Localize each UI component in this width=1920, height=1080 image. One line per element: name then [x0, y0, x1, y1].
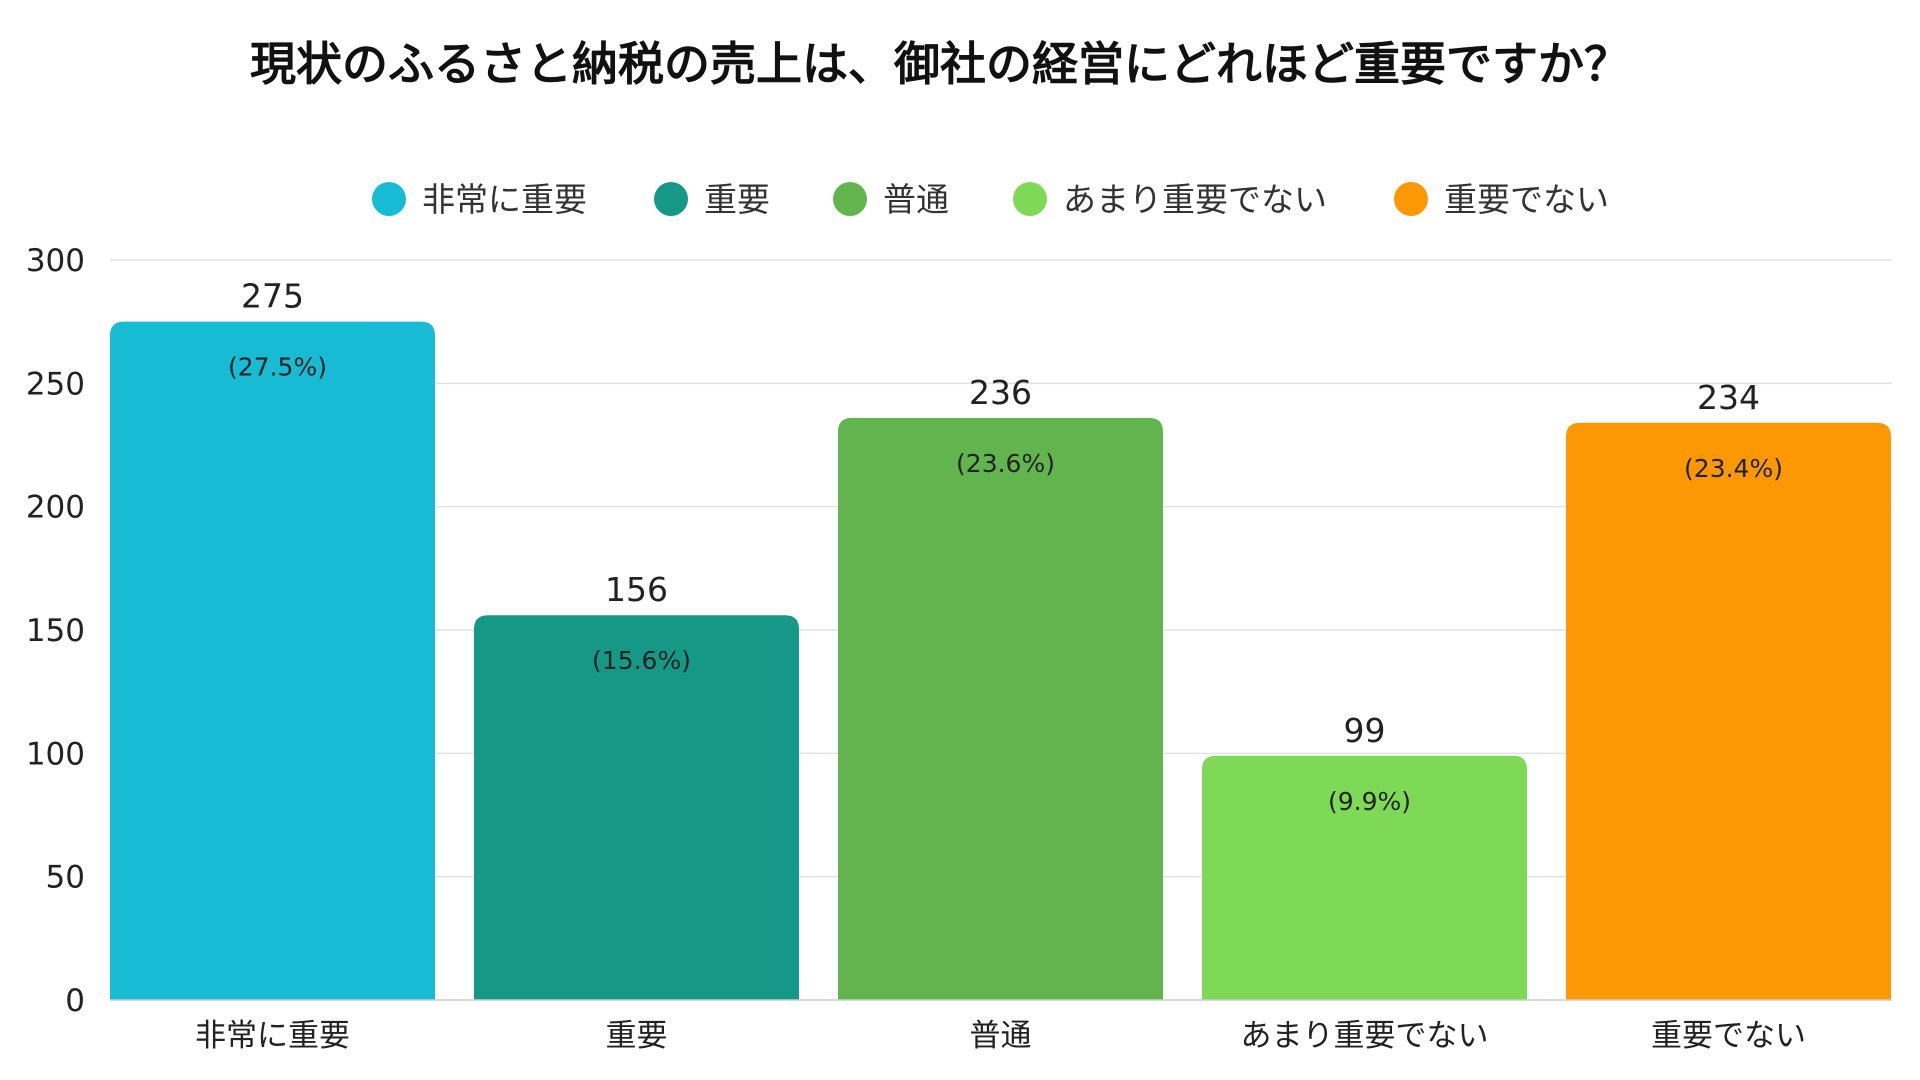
y-tick-label: 300: [26, 243, 85, 279]
y-tick-label: 50: [46, 860, 85, 896]
bar-2: [838, 417, 1163, 1000]
legend-marker: [372, 182, 406, 216]
x-tick-label: 重要でない: [1651, 1018, 1806, 1054]
value-label: 156: [605, 570, 668, 609]
bar-1: [474, 615, 799, 1000]
value-label: 236: [969, 373, 1032, 412]
legend-marker: [833, 182, 867, 216]
y-tick-label: 0: [65, 983, 85, 1019]
legend-label: 重要: [704, 180, 770, 219]
legend-label: 普通: [883, 180, 949, 219]
value-label: 234: [1697, 378, 1760, 417]
legend-marker: [654, 182, 688, 216]
legend-label: 重要でない: [1444, 180, 1609, 219]
bar-3: [1202, 755, 1527, 1000]
bar-0: [110, 321, 435, 1001]
bar-4: [1566, 422, 1891, 1000]
value-label: 99: [1344, 711, 1386, 750]
percent-label: (27.5%): [228, 353, 327, 382]
percent-label: (23.6%): [956, 449, 1055, 478]
x-tick-label: あまり重要でない: [1241, 1018, 1489, 1054]
percent-label: (23.4%): [1684, 454, 1783, 483]
y-tick-label: 200: [26, 490, 85, 526]
x-tick-label: 普通: [970, 1018, 1032, 1054]
legend-label: 非常に重要: [422, 180, 587, 219]
percent-label: (15.6%): [592, 646, 691, 675]
legend-marker: [1394, 182, 1428, 216]
chart-title: 現状のふるさと納税の売上は、御社の経営にどれほど重要ですか？: [250, 37, 1630, 91]
y-tick-label: 150: [26, 613, 85, 649]
x-tick-label: 重要: [606, 1018, 668, 1054]
x-tick-label: 非常に重要: [195, 1018, 350, 1054]
value-label: 275: [241, 277, 304, 316]
y-tick-label: 250: [26, 366, 85, 402]
legend-marker: [1013, 182, 1047, 216]
legend-label: あまり重要でない: [1063, 180, 1327, 219]
y-tick-label: 100: [26, 736, 85, 772]
percent-label: (9.9%): [1328, 787, 1411, 816]
